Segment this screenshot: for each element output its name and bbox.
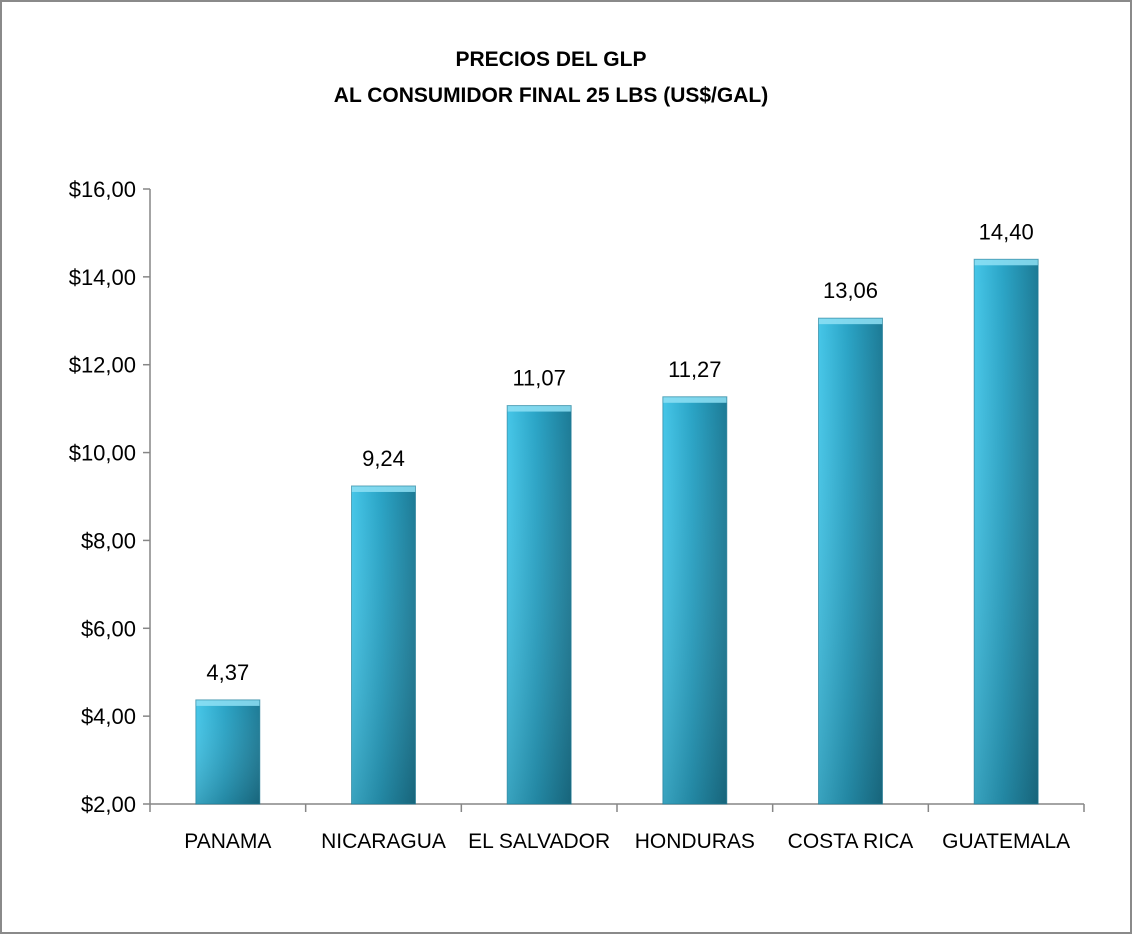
bar-top-highlight (974, 259, 1039, 266)
bar-outline (662, 396, 728, 805)
y-tick-label: $2,00 (81, 792, 136, 817)
bar-value-label: 11,07 (512, 366, 565, 391)
bar-value-label: 13,06 (823, 278, 878, 303)
bar-top-highlight (195, 699, 260, 706)
bar-top-highlight (818, 318, 883, 325)
bar-value-label: 4,37 (206, 660, 249, 685)
category-label: GUATEMALA (942, 830, 1070, 853)
bar-value-label: 9,24 (362, 446, 405, 471)
category-label: EL SALVADOR (468, 830, 610, 853)
bar (506, 405, 572, 805)
y-tick-label: $4,00 (81, 704, 136, 729)
y-tick-label: $8,00 (81, 528, 136, 553)
chart-title-line-1: PRECIOS DEL GLP (456, 48, 647, 71)
bar-shade (818, 318, 883, 804)
bar-shade (974, 259, 1039, 804)
bar-value-label: 14,40 (979, 219, 1034, 244)
bar-shade (195, 699, 260, 804)
bar (662, 396, 728, 805)
y-tick-label: $6,00 (81, 616, 136, 641)
bar (351, 485, 416, 805)
y-axis: $2,00 $4,00 $6,00 $8,00 $10,00 $12,00 $14,00 $1… (69, 177, 151, 817)
y-tick-label: $14,00 (69, 265, 136, 290)
bar-outline (973, 258, 1039, 805)
bar (973, 258, 1039, 805)
bar-outline (506, 405, 572, 805)
bar-outline (195, 699, 261, 805)
chart-title-line-2: AL CONSUMIDOR FINAL 25 LBS (US$/GAL) (334, 84, 768, 107)
bar-top-highlight (351, 485, 416, 492)
y-tick-label: $12,00 (69, 353, 136, 378)
bar-outline (351, 485, 416, 805)
data-labels: 4,37 9,24 11,07 11,27 13,06 14,40 (206, 219, 1033, 685)
bars (195, 258, 1039, 805)
category-label: HONDURAS (635, 830, 755, 853)
bar (195, 699, 261, 805)
bar-shade (507, 405, 572, 804)
x-axis: PANAMA NICARAGUA EL SALVADOR HONDURAS COSTA … (149, 803, 1085, 853)
y-tick-label: $16,00 (69, 177, 136, 202)
bar-outline (818, 317, 883, 805)
bar-top-highlight (507, 405, 572, 412)
y-tick-label: $10,00 (69, 441, 136, 466)
category-label: COSTA RICA (788, 830, 914, 853)
bar-shade (351, 485, 416, 804)
bar-value-label: 11,27 (668, 357, 721, 382)
bar-top-highlight (662, 396, 727, 403)
bar (818, 317, 883, 805)
category-label: PANAMA (184, 830, 271, 853)
category-label: NICARAGUA (321, 830, 446, 853)
bar-shade (662, 396, 727, 804)
